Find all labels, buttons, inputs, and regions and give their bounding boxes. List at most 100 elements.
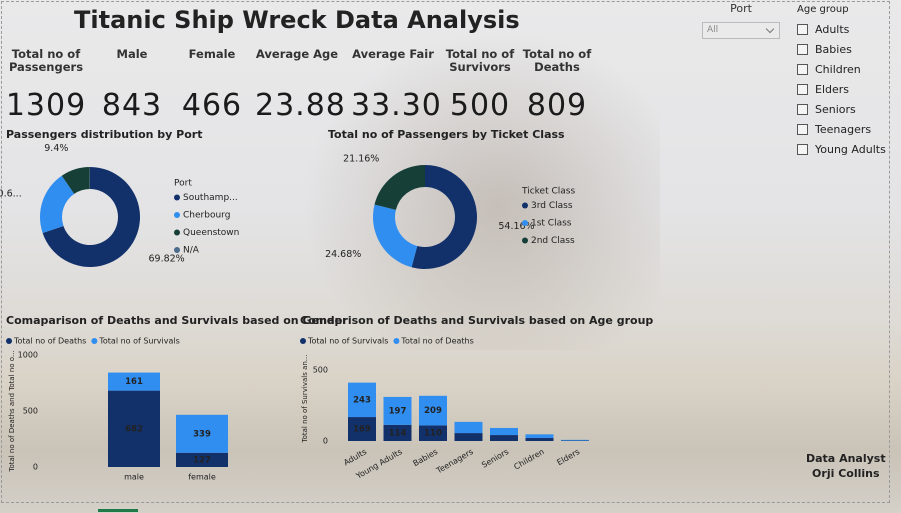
bar-segment <box>383 424 412 441</box>
credit: Data Analyst Orji Collins <box>806 451 886 481</box>
kpi-label: Total no of Passengers <box>8 47 84 74</box>
data-label: 9.4% <box>44 143 68 154</box>
legend-swatch <box>300 338 306 344</box>
port-slicer: Port All <box>702 2 780 39</box>
data-label: 114 <box>389 428 407 438</box>
legend-swatch <box>522 237 528 244</box>
x-tick-label: Babies <box>412 447 440 468</box>
background-image <box>300 30 660 350</box>
bar-segment <box>348 382 376 418</box>
checkbox[interactable] <box>797 43 808 55</box>
slicer-option[interactable]: Elders <box>797 79 886 99</box>
x-tick-label: Children <box>512 447 545 471</box>
credit-line: Orji Collins <box>812 467 880 480</box>
kpi-value: 33.30 <box>351 88 442 123</box>
bar-segment <box>490 427 518 436</box>
slicer-title: Age group <box>797 4 849 15</box>
bar-segment <box>490 435 518 441</box>
x-tick-label: Elders <box>555 447 581 467</box>
checkbox[interactable] <box>797 83 808 95</box>
legend-label: N/A <box>183 246 200 256</box>
data-label: 69.82% <box>148 253 184 264</box>
kpi-card: Female 466 <box>170 48 254 124</box>
checkbox[interactable] <box>797 23 808 35</box>
option-label: Young Adults <box>815 142 886 156</box>
slicer-option[interactable]: Adults <box>797 19 886 39</box>
chart-title: Passengers distribution by Port <box>6 128 203 141</box>
chart-title: Total no of Passengers by Ticket Class <box>328 128 565 141</box>
kpi-card: Average Fair 33.30 <box>351 48 442 124</box>
slicer-option[interactable]: Babies <box>797 39 886 59</box>
bar-segment <box>383 396 412 425</box>
x-tick-label: female <box>188 473 216 482</box>
legend-label: Queenstown <box>183 228 239 238</box>
kpi-label: Male <box>116 47 148 61</box>
slicer-option[interactable]: Teenagers <box>797 119 886 139</box>
data-label: 54.16% <box>498 221 534 232</box>
bar-segment <box>176 452 228 467</box>
kpi-card: Average Age 23.88 <box>255 47 346 124</box>
option-label: Seniors <box>815 102 856 116</box>
pie-slice <box>61 167 90 194</box>
legend-swatch <box>174 212 180 218</box>
option-label: Teenagers <box>815 122 872 136</box>
checkbox[interactable] <box>797 63 808 75</box>
y-tick-label: 500 <box>313 366 328 375</box>
bar-segment <box>108 390 160 467</box>
kpi-value: 809 <box>526 88 588 123</box>
kpi-value: 500 <box>449 88 511 123</box>
bar-segment <box>108 372 160 391</box>
x-tick-label: Adults <box>342 447 368 467</box>
page-tab[interactable] <box>98 509 138 512</box>
data-label: 339 <box>193 429 211 439</box>
y-tick-label: 1000 <box>18 351 38 360</box>
kpi-label: Average Age <box>255 47 339 61</box>
bar-segment <box>561 439 589 441</box>
checkbox[interactable] <box>797 123 808 135</box>
data-label: 24.68% <box>325 249 361 260</box>
legend-label: 2nd Class <box>531 236 575 246</box>
legend-label: 3rd Class <box>531 201 573 211</box>
bar-segment <box>525 434 554 439</box>
data-label: 197 <box>389 406 407 416</box>
slicer-option[interactable]: Children <box>797 59 886 79</box>
x-tick-label: male <box>124 473 144 482</box>
kpi-card: Total no of Survivors 500 <box>438 47 522 124</box>
y-axis-label: Total no of Deaths and Total no o... <box>8 350 16 472</box>
option-label: Adults <box>815 22 850 36</box>
legend-swatch <box>174 194 180 201</box>
option-label: Elders <box>815 82 850 96</box>
dropdown[interactable]: All <box>702 22 780 39</box>
canvas-frame <box>1 1 890 503</box>
slicer-option[interactable]: Young Adults <box>797 139 886 159</box>
kpi-card: Male 843 <box>90 47 174 124</box>
y-tick-label: 500 <box>23 407 38 416</box>
legend-label: Total no of Deaths <box>400 337 473 346</box>
bar-segment <box>454 433 483 441</box>
legend-swatch <box>522 220 528 226</box>
y-tick-label: 0 <box>33 463 38 472</box>
data-label: 21.16% <box>343 153 379 164</box>
bar-segment <box>419 395 447 426</box>
bar-segment <box>419 425 447 441</box>
checkbox[interactable] <box>797 103 808 115</box>
y-tick-label: 0 <box>323 437 328 446</box>
y-axis-label: Total no of Survivals an... <box>301 355 309 444</box>
bar-segment <box>348 417 376 441</box>
dashboard-title: Titanic Ship Wreck Data Analysis <box>74 6 520 34</box>
kpi-value: 466 <box>181 88 243 123</box>
legend-swatch <box>393 338 400 344</box>
slicer-option[interactable]: Seniors <box>797 99 886 119</box>
bar-segment <box>176 414 228 453</box>
data-label: 161 <box>125 377 143 387</box>
legend-swatch <box>174 229 180 236</box>
legend-title: Ticket Class <box>521 187 575 197</box>
kpi-value: 23.88 <box>255 88 346 123</box>
legend-label: Southamp... <box>183 193 238 203</box>
checkbox[interactable] <box>797 143 808 155</box>
data-label: 20.6... <box>0 189 22 200</box>
bar-segment <box>525 438 554 441</box>
kpi-label: Total no of Survivors <box>445 47 515 74</box>
pie-slice <box>40 175 75 233</box>
